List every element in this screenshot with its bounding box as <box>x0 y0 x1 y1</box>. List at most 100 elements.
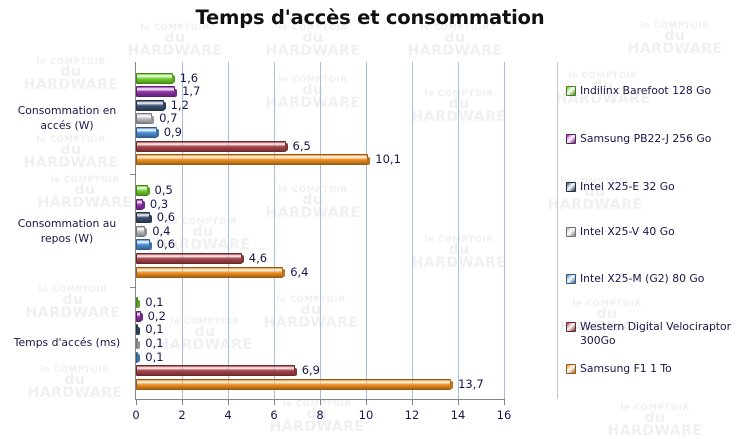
x-axis-tick-label: 16 <box>496 408 512 422</box>
watermark: le COMPTOIR du HARDWARE <box>600 404 710 439</box>
category-label-line: accés (W) <box>40 119 94 133</box>
legend-swatch <box>566 364 576 374</box>
x-axis-tick <box>412 400 413 405</box>
watermark-line2: du HARDWARE <box>607 410 703 439</box>
gridline <box>182 62 183 399</box>
bar-end-cap <box>148 214 152 223</box>
x-axis-tick <box>320 400 321 405</box>
legend-swatch <box>566 86 576 96</box>
gridline <box>412 62 413 399</box>
watermark-line2: du HARDWARE <box>23 64 119 94</box>
bar[interactable] <box>136 266 286 278</box>
bar[interactable] <box>136 239 152 251</box>
bar-value-label: 0,7 <box>159 111 178 126</box>
watermark: le COMPTOIR du HARDWARE <box>400 24 510 59</box>
watermark-line1: le COMPTOIR <box>40 365 110 375</box>
plot-area <box>136 62 505 399</box>
bar[interactable] <box>136 72 175 84</box>
bar-end-cap <box>137 340 141 349</box>
bar-value-label: 0,1 <box>145 336 164 351</box>
bar[interactable] <box>136 86 178 98</box>
bar-value-label: 1,6 <box>179 70 199 85</box>
bar-value-label: 0,5 <box>154 182 173 197</box>
bar[interactable] <box>136 351 141 363</box>
bar-end-cap <box>282 269 286 277</box>
bar-value-label: 0,6 <box>156 210 176 225</box>
bar[interactable] <box>136 198 145 210</box>
bar-value-label: 1,2 <box>170 97 189 112</box>
watermark: le COMPTOIR du HARDWARE <box>16 136 126 171</box>
x-axis-tick <box>136 400 137 405</box>
bar-value-label: 10,1 <box>375 152 401 167</box>
bar-value-label: 6,5 <box>292 138 311 153</box>
bar[interactable] <box>136 338 141 350</box>
legend-item[interactable]: Intel X25-V 40 Go <box>566 225 740 239</box>
bar[interactable] <box>136 378 454 390</box>
legend-item[interactable]: Intel X25-E 32 Go <box>566 180 740 194</box>
bar[interactable] <box>136 126 159 138</box>
gridline <box>274 62 275 399</box>
legend-item[interactable]: Intel X25-M (G2) 80 Go <box>566 272 740 286</box>
legend-label: Samsung PB22-J 256 Go <box>580 132 712 145</box>
bar[interactable] <box>136 225 148 237</box>
legend-item[interactable]: Western Digital Velociraptor 300Go <box>566 320 740 347</box>
bar[interactable] <box>136 324 141 336</box>
bar-value-label: 0,1 <box>145 295 164 310</box>
legend-item[interactable]: Samsung F1 1 To <box>566 362 740 376</box>
x-axis-tick-label: 4 <box>224 408 232 422</box>
bar-value-label: 13,7 <box>458 376 484 391</box>
bar-end-cap <box>284 143 288 152</box>
chart-title: Temps d'accès et consommation <box>195 6 545 29</box>
legend-swatch <box>566 227 576 237</box>
bar-end-cap <box>151 115 155 124</box>
watermark-line2: du HARDWARE <box>37 182 133 212</box>
watermark-line1: le COMPTOIR <box>50 175 120 185</box>
bar[interactable] <box>136 297 141 309</box>
watermark: le COMPTOIR du HARDWARE <box>20 366 130 401</box>
watermark-line2: du HARDWARE <box>127 30 223 60</box>
watermark-line1: le COMPTOIR <box>36 135 106 145</box>
chart-legend: Indilinx Barefoot 128 Go Samsung PB22-J 2… <box>566 62 740 399</box>
gridline <box>366 62 367 399</box>
bar-end-cap <box>144 228 148 237</box>
bar[interactable] <box>136 113 155 125</box>
legend-swatch <box>566 182 576 192</box>
watermark: le COMPTOIR du HARDWARE <box>258 24 368 59</box>
x-axis-tick-label: 0 <box>132 408 140 422</box>
bar[interactable] <box>136 212 152 224</box>
watermark-line2: du HARDWARE <box>407 30 503 60</box>
bar-value-label: 0,9 <box>163 124 182 139</box>
legend-swatch <box>566 274 576 284</box>
bar-end-cap <box>148 241 152 250</box>
bar-value-label: 0,6 <box>156 237 176 252</box>
legend-swatch <box>566 134 576 144</box>
gridline <box>228 62 229 399</box>
x-axis-tick <box>504 400 505 405</box>
bar[interactable] <box>136 140 288 152</box>
bar-end-cap <box>146 187 150 196</box>
legend-label: Western Digital Velociraptor 300Go <box>580 320 732 347</box>
bar[interactable] <box>136 99 166 111</box>
bar[interactable] <box>136 365 297 377</box>
x-axis-tick-label: 8 <box>316 408 324 422</box>
bar[interactable] <box>136 184 150 196</box>
x-axis-tick <box>228 400 229 405</box>
bar-end-cap <box>174 88 178 97</box>
bar[interactable] <box>136 154 371 166</box>
category-label-line: Consommation au <box>17 216 117 230</box>
bar[interactable] <box>136 310 143 322</box>
watermark: le COMPTOIR du HARDWARE <box>30 176 140 211</box>
gridline <box>458 62 459 399</box>
watermark: le COMPTOIR du HARDWARE <box>120 24 230 59</box>
watermark-line1: le COMPTOIR <box>38 285 108 295</box>
bar-end-cap <box>240 255 244 264</box>
bar-value-label: 4,6 <box>248 250 268 265</box>
watermark-line1: le COMPTOIR <box>282 399 352 409</box>
bar-value-label: 6,4 <box>290 264 309 279</box>
legend-item[interactable]: Samsung PB22-J 256 Go <box>566 132 740 146</box>
bar-value-label: 0,4 <box>152 223 171 238</box>
legend-item[interactable]: Indilinx Barefoot 128 Go <box>566 84 740 98</box>
bar[interactable] <box>136 252 244 264</box>
watermark-line1: le COMPTOIR <box>620 403 690 413</box>
bar-end-cap <box>162 102 166 111</box>
